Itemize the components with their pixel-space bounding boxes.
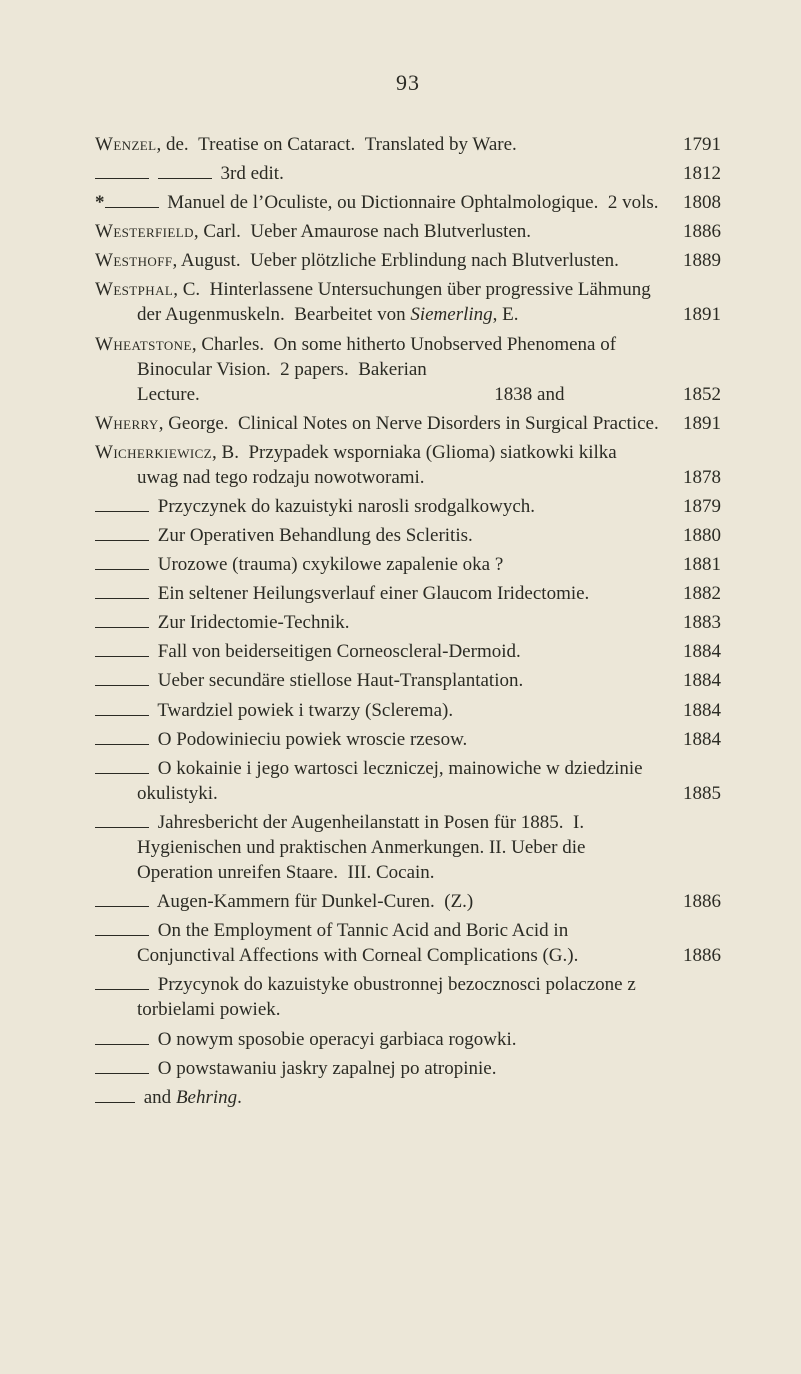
bibliography-entry: Urozowe (trauma) cxykilowe zapalenie oka… xyxy=(95,552,721,577)
entry-text: and Behring. xyxy=(95,1085,721,1110)
bibliography-entry: Przycynok do kazuistyke obustronnej bezo… xyxy=(95,972,721,1022)
entry-year: 1884 xyxy=(683,639,721,664)
entry-text: Augen-Kammern für Dunkel-Curen. (Z.) xyxy=(95,889,721,914)
bibliography-entry: Zur Operativen Behandlung des Scleritis.… xyxy=(95,523,721,548)
entry-year: 1891 xyxy=(683,411,721,436)
bibliography-entry: Westerfield, Carl. Ueber Amaurose nach B… xyxy=(95,219,721,244)
entry-text: O powstawaniu jaskry zapalnej po atropin… xyxy=(95,1056,721,1081)
bibliography-entry: Wherry, George. Clinical Notes on Nerve … xyxy=(95,411,721,436)
bibliography-entry: Twardziel powiek i twarzy (Sclerema).188… xyxy=(95,698,721,723)
entry-year: 1808 xyxy=(683,190,721,215)
entry-year: 1891 xyxy=(683,302,721,327)
entry-text: O nowym sposobie operacyi garbiaca rogow… xyxy=(95,1027,721,1052)
entry-year: 1883 xyxy=(683,610,721,635)
entry-year: 1881 xyxy=(683,552,721,577)
bibliography-entry: Jahresbericht der Augenheilanstatt in Po… xyxy=(95,810,721,885)
entry-year: 1878 xyxy=(683,465,721,490)
entry-year: 1886 xyxy=(683,943,721,968)
entry-text: Urozowe (trauma) cxykilowe zapalenie oka… xyxy=(95,552,721,577)
entry-text: Ein seltener Heilungsverlauf einer Glauc… xyxy=(95,581,721,606)
bibliography-entry: and Behring. xyxy=(95,1085,721,1110)
entry-year: 1882 xyxy=(683,581,721,606)
entry-text: Westerfield, Carl. Ueber Amaurose nach B… xyxy=(95,219,721,244)
bibliography-entry: Wicherkiewicz, B. Przypadek wsporniaka (… xyxy=(95,440,721,490)
entry-year: 1812 xyxy=(683,161,721,186)
bibliography-entry: Wenzel, de. Treatise on Cataract. Transl… xyxy=(95,132,721,157)
entry-text: On the Employment of Tannic Acid and Bor… xyxy=(95,918,721,968)
bibliography-entry: O nowym sposobie operacyi garbiaca rogow… xyxy=(95,1027,721,1052)
entry-year: 1791 xyxy=(683,132,721,157)
entry-text: Wicherkiewicz, B. Przypadek wsporniaka (… xyxy=(95,440,721,490)
entry-year: 1884 xyxy=(683,727,721,752)
page: 93 Wenzel, de. Treatise on Cataract. Tra… xyxy=(0,0,801,1374)
entry-text: Zur Operativen Behandlung des Scleritis. xyxy=(95,523,721,548)
bibliography-entry: * Manuel de l’Oculiste, ou Dictionnaire … xyxy=(95,190,721,215)
bibliography-entry: Ueber secundäre stiellose Haut-Transplan… xyxy=(95,668,721,693)
page-number: 93 xyxy=(95,70,721,96)
entry-text: Zur Iridectomie-Technik. xyxy=(95,610,721,635)
entry-year: 1852 xyxy=(683,382,721,407)
entry-text: Jahresbericht der Augenheilanstatt in Po… xyxy=(95,810,721,885)
bibliography-entry: O Podowinieciu powiek wroscie rzesow.188… xyxy=(95,727,721,752)
entry-text: Przyczynek do kazuistyki narosli srodgal… xyxy=(95,494,721,519)
entry-text: Wenzel, de. Treatise on Cataract. Transl… xyxy=(95,132,721,157)
entry-year: 1885 xyxy=(683,781,721,806)
entry-year: 1884 xyxy=(683,698,721,723)
bibliography-entry: O kokainie i jego wartosci leczniczej, m… xyxy=(95,756,721,806)
entry-text: Przycynok do kazuistyke obustronnej bezo… xyxy=(95,972,721,1022)
entry-text: Wherry, George. Clinical Notes on Nerve … xyxy=(95,411,721,436)
entry-text: * Manuel de l’Oculiste, ou Dictionnaire … xyxy=(95,190,721,215)
bibliography-entry: Fall von beiderseitigen Corneoscleral-De… xyxy=(95,639,721,664)
bibliography-entry: Przyczynek do kazuistyki narosli srodgal… xyxy=(95,494,721,519)
bibliography-entry: 3rd edit.1812 xyxy=(95,161,721,186)
entry-text: O kokainie i jego wartosci leczniczej, m… xyxy=(95,756,721,806)
entry-year: 1880 xyxy=(683,523,721,548)
entries-list: Wenzel, de. Treatise on Cataract. Transl… xyxy=(95,132,721,1110)
entry-text: Fall von beiderseitigen Corneoscleral-De… xyxy=(95,639,721,664)
entry-text: 3rd edit. xyxy=(95,161,721,186)
entry-year: 1889 xyxy=(683,248,721,273)
entry-year: 1886 xyxy=(683,889,721,914)
bibliography-entry: Zur Iridectomie-Technik.1883 xyxy=(95,610,721,635)
bibliography-entry: Wheatstone, Charles. On some hitherto Un… xyxy=(95,332,721,407)
bibliography-entry: Augen-Kammern für Dunkel-Curen. (Z.)1886 xyxy=(95,889,721,914)
entry-year: 1884 xyxy=(683,668,721,693)
entry-text: Twardziel powiek i twarzy (Sclerema). xyxy=(95,698,721,723)
entry-text: Ueber secundäre stiellose Haut-Transplan… xyxy=(95,668,721,693)
entry-text: Westhoff, August. Ueber plötzliche Erbli… xyxy=(95,248,721,273)
entry-text: Wheatstone, Charles. On some hitherto Un… xyxy=(95,332,721,407)
entry-text: O Podowinieciu powiek wroscie rzesow. xyxy=(95,727,721,752)
bibliography-entry: Ein seltener Heilungsverlauf einer Glauc… xyxy=(95,581,721,606)
bibliography-entry: O powstawaniu jaskry zapalnej po atropin… xyxy=(95,1056,721,1081)
bibliography-entry: Westhoff, August. Ueber plötzliche Erbli… xyxy=(95,248,721,273)
bibliography-entry: Westphal, C. Hinterlassene Untersuchunge… xyxy=(95,277,721,327)
entry-text: Westphal, C. Hinterlassene Untersuchunge… xyxy=(95,277,721,327)
bibliography-entry: On the Employment of Tannic Acid and Bor… xyxy=(95,918,721,968)
entry-year: 1879 xyxy=(683,494,721,519)
entry-year: 1886 xyxy=(683,219,721,244)
